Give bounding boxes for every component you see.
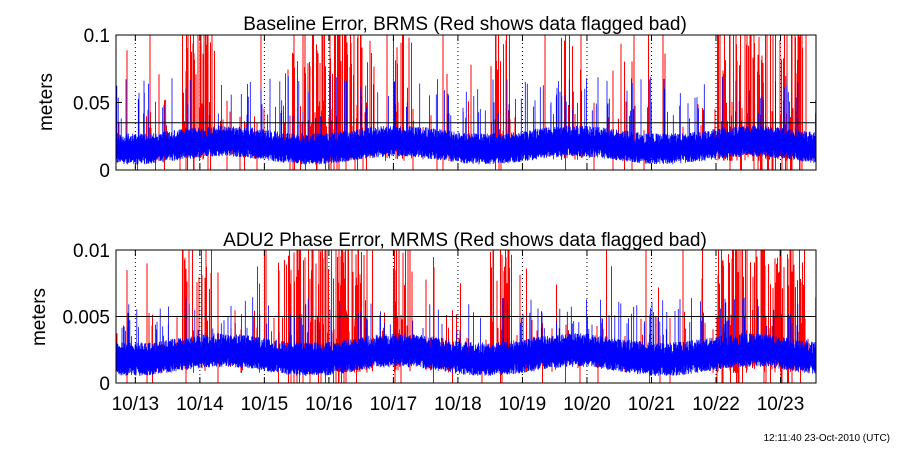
x-tick-label: 10/18 xyxy=(434,394,482,415)
baseline-error-panel: Baseline Error, BRMS (Red shows data fla… xyxy=(36,14,817,182)
chart-title: ADU2 Phase Error, MRMS (Red shows data f… xyxy=(223,230,707,251)
phase-error-panel: ADU2 Phase Error, MRMS (Red shows data f… xyxy=(29,230,817,415)
timestamp: 12:11:40 23-Oct-2010 (UTC) xyxy=(763,433,890,444)
y-ticks: 0 0.05 0.1 xyxy=(73,26,816,182)
x-tick-label: 10/16 xyxy=(305,394,353,415)
x-tick-label: 10/17 xyxy=(370,394,418,415)
x-tick-labels: 10/13 10/14 10/15 10/16 10/17 10/18 10/19 10/20… xyxy=(112,394,805,415)
y-tick-label: 0.05 xyxy=(73,94,110,115)
x-tick-label: 10/19 xyxy=(499,394,547,415)
y-tick-label: 0 xyxy=(99,161,110,182)
x-tick-label: 10/15 xyxy=(241,394,289,415)
x-tick-label: 10/20 xyxy=(563,394,611,415)
plot-area xyxy=(116,250,816,383)
x-tick-label: 10/22 xyxy=(692,394,740,415)
y-tick-label: 0 xyxy=(99,374,110,395)
x-tick-label: 10/23 xyxy=(757,394,805,415)
y-axis-label: meters xyxy=(36,73,57,131)
y-axis-label: meters xyxy=(29,288,50,346)
y-tick-label: 0.01 xyxy=(73,241,110,262)
x-ticks xyxy=(134,35,782,170)
series-good xyxy=(116,297,816,376)
x-tick-label: 10/13 xyxy=(112,394,160,415)
x-tick-label: 10/14 xyxy=(176,394,224,415)
y-tick-label: 0.005 xyxy=(62,308,110,329)
y-ticks: 0 0.005 0.01 xyxy=(62,241,816,395)
chart-title: Baseline Error, BRMS (Red shows data fla… xyxy=(243,14,687,35)
y-tick-label: 0.1 xyxy=(84,26,110,47)
x-ticks xyxy=(134,250,782,383)
series-good xyxy=(116,76,816,165)
plot-area xyxy=(116,35,816,170)
x-tick-label: 10/21 xyxy=(628,394,676,415)
